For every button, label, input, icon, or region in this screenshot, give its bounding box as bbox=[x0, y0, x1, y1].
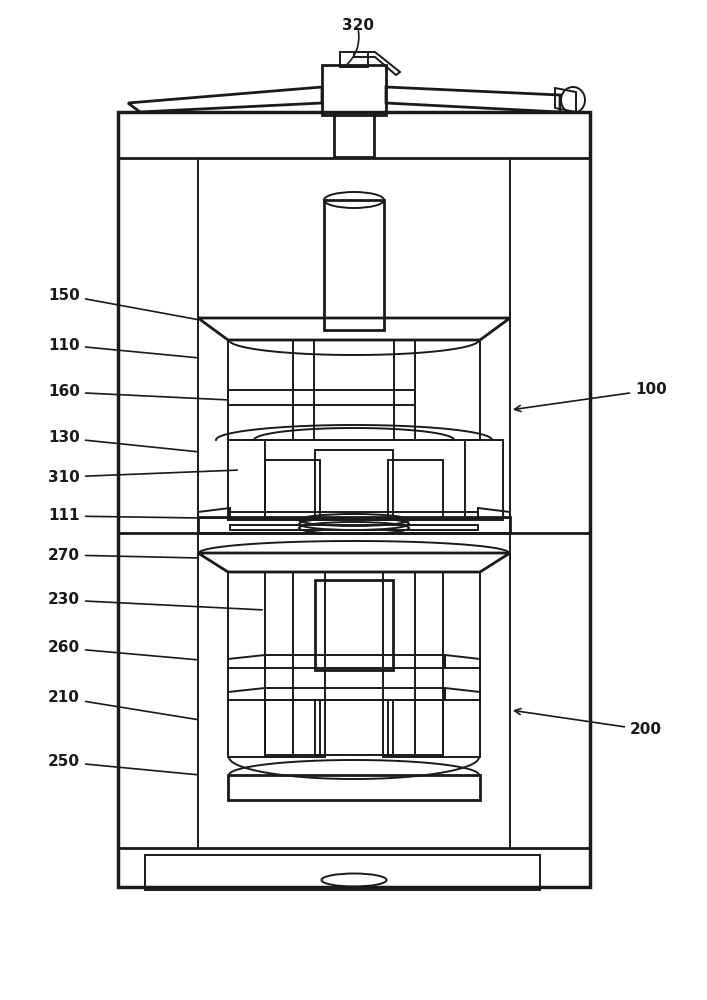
Bar bbox=[315, 580, 393, 670]
Bar bbox=[265, 460, 320, 520]
Text: 270: 270 bbox=[48, 548, 197, 562]
Bar bbox=[334, 112, 374, 157]
Bar bbox=[315, 700, 393, 755]
Text: 150: 150 bbox=[48, 288, 197, 319]
Bar bbox=[314, 340, 394, 440]
Bar bbox=[228, 440, 503, 520]
Text: 200: 200 bbox=[515, 709, 662, 738]
Bar bbox=[265, 440, 465, 520]
Bar bbox=[322, 65, 386, 115]
Bar bbox=[324, 200, 384, 330]
Text: 260: 260 bbox=[48, 641, 197, 660]
Bar bbox=[228, 340, 293, 440]
Bar bbox=[118, 112, 590, 887]
Bar bbox=[415, 340, 480, 440]
Bar bbox=[383, 572, 443, 757]
Text: 320: 320 bbox=[342, 17, 374, 32]
Text: 110: 110 bbox=[48, 338, 197, 358]
Text: 230: 230 bbox=[48, 592, 262, 610]
Bar bbox=[265, 700, 320, 755]
Bar bbox=[265, 572, 325, 757]
Bar bbox=[340, 52, 368, 67]
Bar bbox=[228, 572, 293, 757]
Text: 130: 130 bbox=[48, 430, 197, 452]
Text: 100: 100 bbox=[515, 382, 667, 412]
Bar bbox=[388, 460, 443, 520]
Text: 160: 160 bbox=[48, 384, 227, 400]
Text: 210: 210 bbox=[48, 690, 197, 720]
Text: 250: 250 bbox=[48, 754, 197, 775]
Text: 111: 111 bbox=[49, 508, 197, 524]
Bar bbox=[315, 450, 393, 520]
Bar bbox=[145, 855, 540, 890]
Text: 310: 310 bbox=[48, 470, 238, 485]
Bar bbox=[415, 572, 480, 757]
Bar bbox=[388, 700, 443, 755]
